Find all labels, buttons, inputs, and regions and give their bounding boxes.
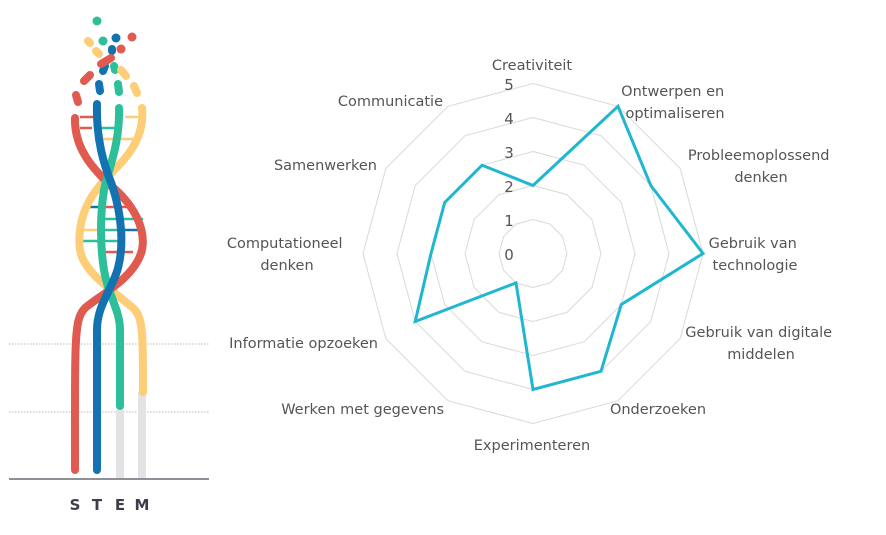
category-labels: Creativiteit Ontwerpen en optimaliseren … xyxy=(227,58,836,454)
label-creativiteit: Creativiteit xyxy=(492,58,573,74)
tick-label-2: 2 xyxy=(504,178,514,196)
stem-letter-m: M xyxy=(135,496,150,514)
label-werken-met-gegevens: Werken met gegevens xyxy=(281,402,444,418)
tick-label-5: 5 xyxy=(504,76,514,94)
strand-red xyxy=(70,114,147,474)
stem-dna-illustration: S T E M xyxy=(9,16,209,514)
radar-spokes xyxy=(363,84,703,424)
label-computationeel-denken: Computationeel denken xyxy=(227,236,347,274)
label-samenwerken: Samenwerken xyxy=(274,158,377,174)
strand-blue xyxy=(92,100,126,474)
grid-ring-5 xyxy=(362,82,704,425)
radar-chart: 0 1 2 3 4 5 Creativiteit Ontwerpen en op… xyxy=(227,58,836,454)
radial-tick-labels: 0 1 2 3 4 5 xyxy=(504,76,514,264)
dna-scattered-dots xyxy=(72,16,141,106)
tick-label-3: 3 xyxy=(504,144,514,162)
strand-yellow xyxy=(75,104,147,396)
grid-ring-1 xyxy=(498,218,568,289)
label-ontwerpen-en-optimaliseren: Ontwerpen en optimaliseren xyxy=(621,84,729,122)
label-experimenteren: Experimenteren xyxy=(474,438,590,454)
label-informatie-opzoeken: Informatie opzoeken xyxy=(229,336,378,352)
radar-series-line xyxy=(413,103,706,392)
tick-label-0: 0 xyxy=(504,246,514,264)
stem-letter-t: T xyxy=(92,496,103,514)
label-communicatie: Communicatie xyxy=(338,94,443,110)
grid-ring-2 xyxy=(464,184,602,323)
stem-letter-s: S xyxy=(70,496,81,514)
stem-letter-e: E xyxy=(115,496,125,514)
tick-label-4: 4 xyxy=(504,110,514,128)
label-onderzoeken: Onderzoeken xyxy=(610,402,706,418)
tick-label-1: 1 xyxy=(504,212,514,230)
label-gebruik-van-digitale-middelen: Gebruik van digitale middelen xyxy=(685,325,836,363)
dna-strands xyxy=(70,100,147,474)
dna-rungs-upper xyxy=(80,115,138,141)
strand-green xyxy=(97,104,124,410)
label-gebruik-van-technologie: Gebruik van technologie xyxy=(709,236,802,274)
label-probleemoplossend-denken: Probleemoplossend denken xyxy=(688,148,834,186)
